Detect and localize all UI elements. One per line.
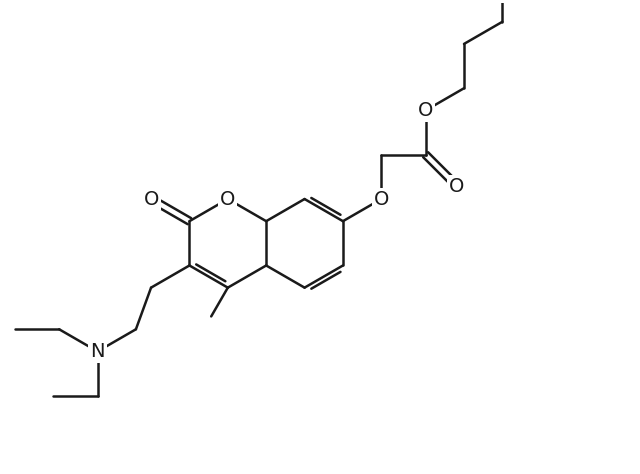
Text: O: O <box>418 101 433 120</box>
Text: O: O <box>374 190 389 209</box>
Text: O: O <box>220 190 236 209</box>
Text: N: N <box>90 342 105 361</box>
Text: O: O <box>143 190 159 209</box>
Text: O: O <box>449 176 465 196</box>
